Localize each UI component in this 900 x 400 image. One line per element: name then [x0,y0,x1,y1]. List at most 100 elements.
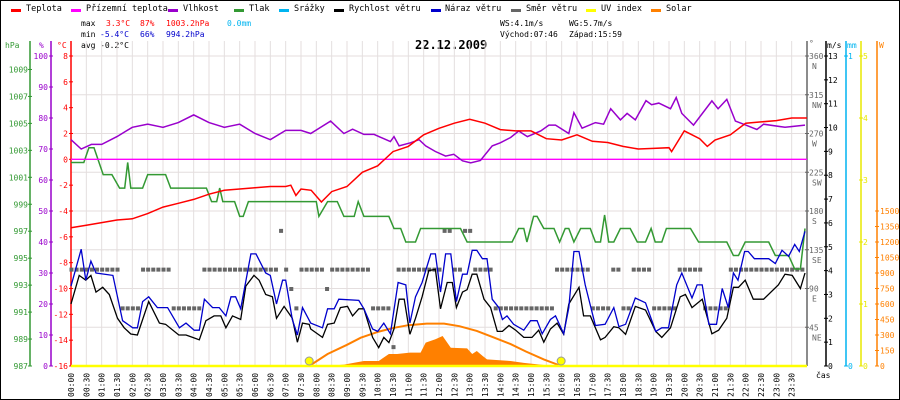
uv-tick-label: 0 [863,362,868,371]
legend-swatch [279,9,289,12]
wind-direction-point [151,267,156,272]
wind-direction-point [519,306,524,311]
wind-direction-point [785,267,790,272]
pressure-tick-label: 1009 [9,65,28,74]
pressure-tick-label: 1007 [9,92,28,101]
legend-swatch [234,9,244,12]
wind-direction-point [376,306,381,311]
x-tick-label: 07:30 [297,373,306,397]
pressure-tick-label: 995 [14,254,29,263]
x-tick-label: 06:00 [251,373,260,397]
solar-clear-sky-line [308,322,562,367]
temperature-unit-label: °C [57,41,67,50]
wind-direction-point [222,267,227,272]
pressure-tick-label: 989 [14,335,29,344]
legend-item-label: Rychlost větru [349,4,421,14]
solar-tick-label: 1350 [880,223,899,232]
solar-tick-label: 0 [880,362,885,371]
wind-direction-point [555,267,560,272]
x-tick-label: 08:00 [312,373,321,397]
stat-min-label: min [81,30,96,39]
x-tick-label: 14:30 [512,373,521,397]
solar-tick-label: 1050 [880,254,899,263]
wind-direction-point [84,267,89,272]
legend-item-label: Směr větru [526,4,578,14]
wind-direction-point [156,267,161,272]
legend-item-label: UV index [601,4,642,14]
wind-direction-point [749,267,754,272]
x-tick-label: 11:00 [404,373,413,397]
solar-tick-label: 300 [880,331,895,340]
wind-direction-point [197,306,202,311]
temperature-tick-label: 0 [63,155,68,164]
stat-min-pressure: 994.2hPa [166,30,205,39]
wind-direction-point [207,267,212,272]
x-tick-label: 22:30 [757,373,766,397]
x-tick-label: 01:30 [113,373,122,397]
wind-direction-point [371,306,376,311]
wind-direction-point [176,306,181,311]
wind-direction-point [350,267,355,272]
temperature-tick-label: -2 [58,181,68,190]
wind-direction-point [452,267,457,272]
wind-direction-point [549,306,554,311]
temperature-tick-label: 2 [63,130,68,139]
wind-direction-point [289,287,294,291]
legend-swatch [334,9,344,12]
wind-direction-point [800,267,805,272]
humidity-tick-label: 0 [43,362,48,371]
x-tick-label: 09:00 [343,373,352,397]
wind-direction-point [100,267,105,272]
wind-direction-point [95,267,100,272]
wind-direction-point [340,267,345,272]
x-tick-label: 09:30 [358,373,367,397]
wind-direction-point [595,306,600,311]
wind-direction-point [652,306,657,311]
x-tick-label: 06:30 [266,373,275,397]
pressure-tick-label: 999 [14,200,29,209]
x-tick-label: 23:00 [772,373,781,397]
wind-direction-point [74,267,79,272]
wind-direction-point [539,306,544,311]
direction-tick-label: 225 [809,168,824,177]
wind-direction-point [253,267,258,272]
wind-speed-tick-label: 7 [828,195,833,204]
wind-direction-point [309,267,314,272]
x-tick-label: 15:00 [527,373,536,397]
wind-direction-point [560,267,565,272]
wind-direction-point [171,306,176,311]
wind-direction-point [406,267,411,272]
wind-speed-tick-label: 8 [828,171,833,180]
wind-direction-point [268,267,273,272]
x-tick-label: 05:30 [236,373,245,397]
wind-direction-point [483,267,488,272]
x-tick-label: 00:00 [67,373,76,397]
direction-compass-label: E [812,295,817,304]
wind-direction-point [401,267,406,272]
humidity-tick-label: 20 [38,300,48,309]
wind-direction-point [687,267,692,272]
temperature-tick-label: -14 [54,336,69,345]
wind-direction-point [509,306,514,311]
x-tick-label: 19:30 [665,373,674,397]
wind-speed-tick-label: 12 [828,76,838,85]
solar-area [311,336,554,366]
uv-tick-label: 3 [863,176,868,185]
direction-compass-label: N [812,62,817,71]
stat-sunrise: Východ:07:46 [500,30,558,39]
solar-tick-label: 750 [880,285,895,294]
wind-direction-point [365,267,370,272]
wind-direction-point [672,306,677,311]
wind-speed-line [70,268,806,349]
stat-max-label: max [81,19,96,28]
x-tick-label: 11:30 [420,373,429,397]
wind-direction-point [187,306,192,311]
wind-speed-tick-label: 1 [828,338,833,347]
humidity-tick-label: 80 [38,114,48,123]
rain-unit-label: mm [847,41,857,50]
x-axis-label: čas [816,370,831,380]
wind-direction-point [468,228,473,233]
wind-direction-point [565,267,570,272]
sunrise-marker [304,356,314,366]
wind-direction-point [135,306,140,311]
